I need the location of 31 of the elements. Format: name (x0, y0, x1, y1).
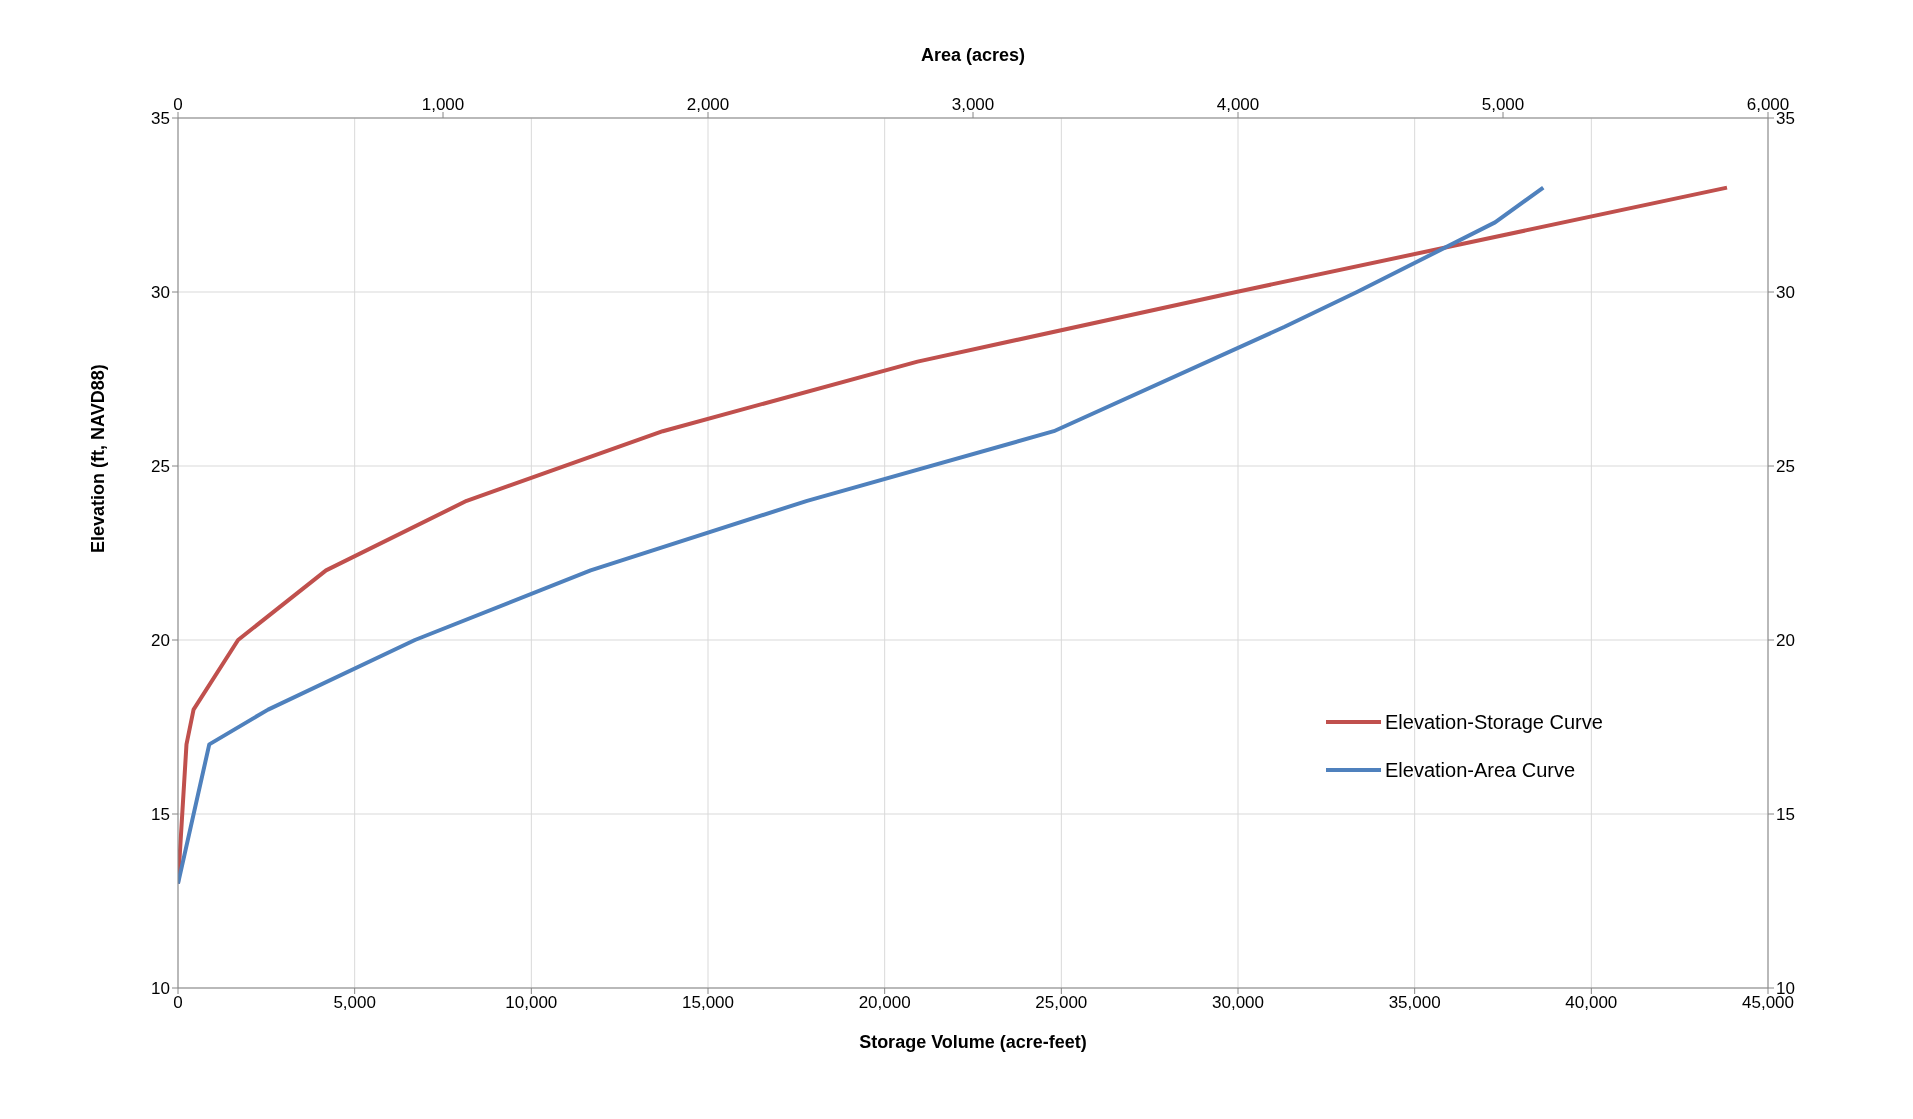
x-tick-label: 15,000 (682, 993, 734, 1013)
x2-tick-label: 3,000 (951, 95, 995, 114)
legend-label: Elevation-Storage Curve (1385, 710, 1603, 734)
y-tick-label: 15 (151, 805, 170, 825)
x-tick-label: 5,000 (333, 993, 376, 1013)
x-tick-label: 40,000 (1565, 993, 1618, 1013)
y-tick-label: 10 (151, 979, 170, 999)
y-tick-label: 30 (151, 283, 170, 303)
y-axis-title: Elevation (ft, NAVD88) (88, 364, 109, 553)
y2-tick-label: 15 (1776, 805, 1795, 825)
y2-tick-label: 35 (1776, 109, 1795, 129)
y-tick-label: 25 (151, 457, 170, 477)
y2-tick-label: 30 (1776, 283, 1795, 303)
x2-tick-label: 1,000 (421, 95, 465, 114)
y-tick-label: 35 (151, 109, 170, 129)
x-tick-label: 25,000 (1035, 993, 1088, 1013)
x2-axis-title: Area (acres) (920, 44, 1026, 65)
y-tick-label: 20 (151, 631, 170, 651)
x-tick-label: 0 (173, 993, 183, 1013)
y2-tick-label: 20 (1776, 631, 1795, 651)
x2-tick-label: 2,000 (686, 95, 730, 114)
x-tick-label: 20,000 (858, 993, 911, 1013)
x-tick-label: 10,000 (505, 993, 558, 1013)
x-axis-title: Storage Volume (acre-feet) (859, 1032, 1087, 1052)
legend-label: Elevation-Area Curve (1385, 758, 1576, 782)
y2-tick-label: 25 (1776, 457, 1795, 477)
x2-tick-label: 5,000 (1481, 95, 1525, 114)
x-tick-label: 30,000 (1212, 993, 1264, 1013)
x2-tick-label: 0 (173, 95, 183, 114)
x2-tick-label: 4,000 (1216, 95, 1260, 114)
x-tick-label: 35,000 (1388, 993, 1441, 1013)
